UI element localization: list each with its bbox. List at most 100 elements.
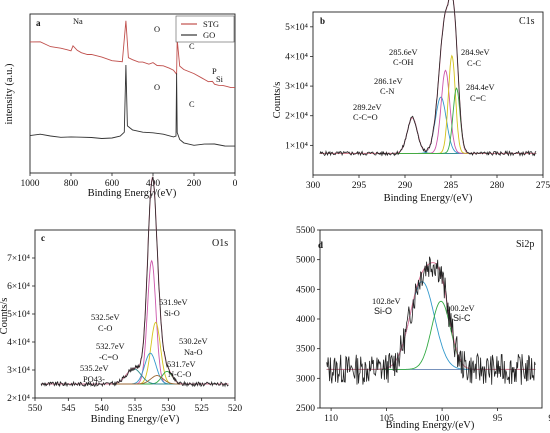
- panel-a-letter: a: [36, 18, 41, 28]
- c-ann-5325-energy: 532.5eV: [91, 313, 120, 322]
- x-tick-label: 300: [306, 181, 321, 191]
- panel-b-tag: C1s: [519, 16, 535, 27]
- c-ann-5317-group: N-C-O: [168, 370, 191, 379]
- b-ann-289-group: C-C=O: [353, 113, 378, 122]
- x-tick-label: 285: [444, 181, 459, 191]
- panel-d-series: [327, 257, 536, 385]
- c-ann-5325-group: C-O: [98, 324, 112, 333]
- x-tick-label: 520: [228, 404, 243, 414]
- fit-envelope-line: [320, 0, 536, 153]
- b-ann-2849-energy: 284.9eV: [461, 48, 490, 57]
- raw-spectrum-line: [327, 257, 536, 385]
- fit-component-101.8: [327, 282, 536, 370]
- panel-b-letter: b: [320, 16, 325, 26]
- legend-go-label: GO: [203, 30, 215, 40]
- panel-c-frame: [35, 230, 235, 398]
- panel-d-frame: [320, 230, 542, 408]
- d-ann-1028-group: Si-O: [374, 306, 392, 316]
- x-tick-label: 0: [233, 179, 238, 189]
- y-tick-label: 2×10⁴: [7, 394, 31, 404]
- y-tick-label: 5×10⁴: [7, 310, 31, 320]
- x-tick-label: 95: [493, 414, 503, 424]
- y-tick-label: 7×10⁴: [7, 254, 31, 264]
- panel-d-y-ticks: 2500 3000 3500 4000 4500 5000 5500: [296, 226, 320, 414]
- panel-c-xlabel: Binding Energy/(eV): [91, 414, 180, 425]
- x-tick-label: 200: [187, 179, 202, 189]
- panel-c-x-ticks: 550 545 540 535 530 525 520: [28, 398, 243, 414]
- y-tick-label: 4×10⁴: [285, 52, 309, 62]
- c-ann-5327-energy: 532.7eV: [96, 342, 125, 351]
- c-ann-5302-energy: 530.2eV: [179, 337, 208, 346]
- b-ann-2849-group: C-C: [467, 59, 481, 68]
- y-tick-label: 1×10⁴: [285, 141, 309, 151]
- c-ann-5327-group: -C=O: [99, 353, 118, 362]
- panel-a: a 1000 800 600 400 200 0 Binding Energy/(eV) …: [4, 14, 238, 199]
- panel-d-letter: d: [318, 240, 323, 250]
- fit-component-530.2: [41, 371, 228, 384]
- b-ann-2856-group: C-OH: [393, 58, 413, 67]
- x-tick-label: 525: [195, 404, 210, 414]
- b-ann-2844-group: C=C: [470, 94, 486, 103]
- c-ann-5302-group: Na-O: [184, 348, 203, 357]
- panel-b-x-ticks: 300 295 290 285 280 275: [306, 175, 550, 191]
- panel-a-legend: STG GO: [176, 16, 234, 42]
- y-tick-label: 4500: [296, 285, 315, 295]
- b-ann-2844-energy: 284.4eV: [466, 83, 495, 92]
- y-tick-label: 2500: [296, 404, 315, 414]
- panel-d-xlabel: Binding Energy/(eV): [386, 420, 475, 431]
- raw-spectrum-line: [320, 0, 536, 155]
- panel-c-tag: O1s: [212, 238, 228, 249]
- x-tick-label: 550: [28, 404, 43, 414]
- x-tick-label: 1000: [21, 179, 40, 189]
- panel-b-series: [320, 0, 536, 155]
- y-tick-label: 4000: [296, 315, 315, 325]
- x-tick-label: 545: [61, 404, 76, 414]
- b-ann-2856-energy: 285.6eV: [389, 48, 418, 57]
- y-tick-label: 3×10⁴: [285, 82, 309, 92]
- annotation-c-top: C: [189, 42, 195, 51]
- x-tick-label: 280: [490, 181, 505, 191]
- panel-c: c O1s 550 545 540 535 530 525 520 2×10⁴3×10⁴4×…: [0, 177, 242, 425]
- panel-a-ylabel: intensity (a.u.): [4, 63, 15, 124]
- panel-d-tag: Si2p: [516, 239, 534, 250]
- survey-line-go: [30, 65, 235, 146]
- panel-c-ylabel: Counts/s: [0, 298, 10, 335]
- y-tick-label: 2×10⁴: [285, 112, 309, 122]
- panel-c-y-ticks: 2×10⁴ 3×10⁴ 4×10⁴ 5×10⁴ 6×10⁴ 7×10⁴: [7, 254, 35, 404]
- panel-a-xlabel: Binding Energy/(eV): [88, 188, 177, 199]
- c-ann-5352-group: PO43-: [83, 375, 105, 384]
- x-tick-label: 290: [398, 181, 413, 191]
- c-ann-5319-group: Si-O: [164, 309, 180, 318]
- x-tick-label: 540: [95, 404, 110, 414]
- d-ann-1002-group: Si-C: [453, 313, 471, 323]
- fit-component-535.2: [41, 369, 228, 384]
- panel-a-x-ticks: 1000 800 600 400 200 0: [21, 173, 238, 189]
- panel-b: b C1s 300 295 290 285 280 275 1×10⁴ 2×10⁴ 3×10⁴…: [272, 0, 550, 204]
- x-tick-label: 530: [161, 404, 176, 414]
- y-tick-label: 3×10⁴: [7, 366, 31, 376]
- x-tick-label: 110: [324, 414, 338, 424]
- panel-b-y-ticks: 1×10⁴ 2×10⁴ 3×10⁴ 4×10⁴ 5×10⁴: [285, 23, 313, 152]
- annotation-c-bottom: C: [189, 100, 195, 109]
- c-ann-5317-energy: 531.7eV: [167, 360, 196, 369]
- y-tick-label: 5×10⁴: [285, 23, 309, 33]
- y-tick-label: 3000: [296, 374, 315, 384]
- y-tick-label: 4×10⁴: [7, 338, 31, 348]
- annotation-o-bottom: O: [154, 83, 160, 92]
- d-ann-1002-energy: 100.2eV: [446, 304, 475, 313]
- y-tick-label: 5500: [296, 226, 315, 236]
- fit-envelope-line: [327, 263, 536, 370]
- panel-b-xlabel: Binding Energy/(eV): [384, 193, 473, 204]
- panel-b-ylabel: Counts/s: [272, 82, 283, 119]
- y-tick-label: 6×10⁴: [7, 282, 31, 292]
- x-tick-label: 800: [64, 179, 79, 189]
- b-ann-289-energy: 289.2eV: [353, 103, 382, 112]
- panel-c-letter: c: [41, 233, 45, 243]
- b-ann-286-energy: 286.1eV: [374, 77, 403, 86]
- d-ann-1028-energy: 102.8eV: [372, 297, 401, 306]
- annotation-o-top: O: [154, 25, 160, 34]
- c-ann-5352-energy: 535.2eV: [80, 364, 109, 373]
- annotation-si: Si: [216, 75, 224, 84]
- y-tick-label: 3500: [296, 345, 315, 355]
